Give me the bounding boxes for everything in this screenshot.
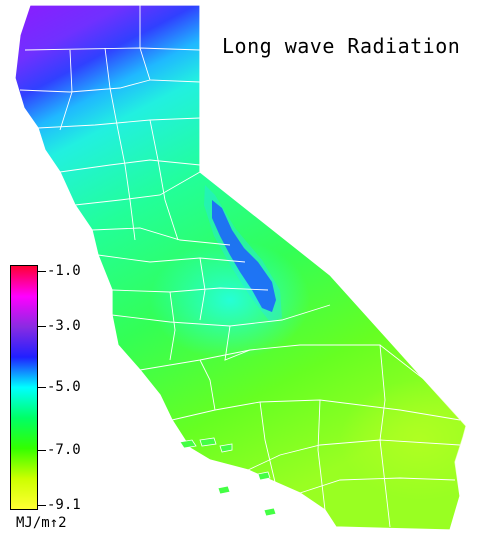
legend-label: -3.0 bbox=[47, 318, 81, 334]
legend-tick-mark bbox=[38, 387, 46, 388]
legend-label-min: -9.1 bbox=[47, 497, 81, 513]
color-scale-bar bbox=[10, 265, 38, 510]
legend-tick-mark bbox=[38, 505, 46, 506]
legend-tick-mark bbox=[38, 326, 46, 327]
legend-unit: MJ/m↑2 bbox=[16, 515, 67, 531]
sierra-nevada-blue-region bbox=[212, 200, 276, 312]
sierra-nevada-cyan-edge bbox=[204, 185, 282, 322]
county-boundaries bbox=[19, 5, 461, 528]
desert-yellow-green-region bbox=[340, 380, 466, 500]
legend-tick-mark bbox=[38, 271, 46, 272]
legend-tick-mark bbox=[38, 450, 46, 451]
legend-label-max: -1.0 bbox=[47, 263, 81, 279]
channel-islands bbox=[179, 437, 277, 517]
map-title: Long wave Radiation bbox=[222, 34, 461, 58]
legend-label: -7.0 bbox=[47, 442, 81, 458]
central-valley-cyan-region bbox=[150, 240, 310, 360]
legend-label: -5.0 bbox=[47, 379, 81, 395]
